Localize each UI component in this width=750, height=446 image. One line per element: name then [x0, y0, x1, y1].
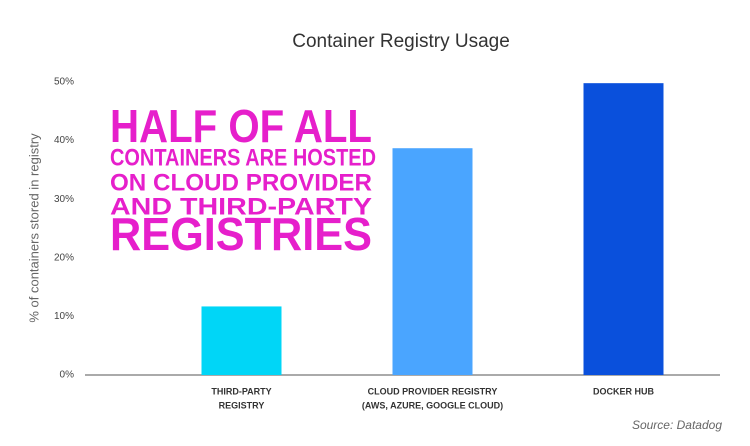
annotation: CONTAINERS ARE HOSTED [110, 144, 376, 171]
x-tick-label: (AWS, AZURE, GOOGLE CLOUD) [362, 400, 503, 410]
bar [201, 306, 282, 375]
y-tick-label: 20% [54, 252, 74, 263]
y-tick-label: 0% [60, 370, 75, 381]
annotation: REGISTRIES [110, 208, 372, 260]
x-tick-label: CLOUD PROVIDER REGISTRY [368, 386, 498, 396]
chart-title: Container Registry Usage [292, 31, 510, 52]
bar [392, 148, 473, 375]
x-tick-label: THIRD-PARTY [211, 386, 271, 396]
y-tick-label: 30% [54, 194, 74, 205]
x-tick-label: REGISTRY [219, 400, 265, 410]
annotation: ON CLOUD PROVIDER [110, 169, 372, 196]
source: Source: Datadog [632, 418, 722, 432]
annotation: HALF OF ALL [110, 100, 372, 152]
y-tick-label: 40% [54, 135, 74, 146]
x-tick-label: DOCKER HUB [593, 386, 655, 396]
bar [583, 83, 664, 375]
y-tick-label: 10% [54, 311, 74, 322]
annotation: AND THIRD-PARTY [110, 193, 372, 220]
y-tick-label: 50% [54, 77, 74, 88]
y-axis-label: % of containers stored in registry [26, 133, 41, 323]
